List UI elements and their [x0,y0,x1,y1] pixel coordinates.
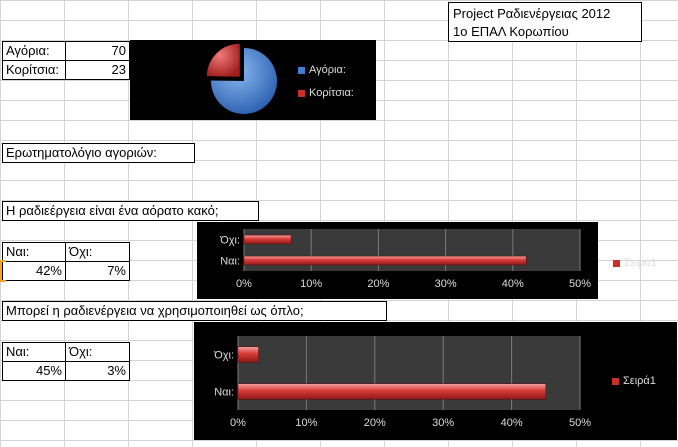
x-tick-label: 20% [367,278,389,290]
gender-pie-chart[interactable]: Αγόρια: Κορίτσια: [130,40,376,120]
x-tick-label: 50% [569,278,591,290]
q1-legend: Σειρά1 [613,257,657,269]
q1-no-label: Όχι: [69,244,93,259]
selected-cell-indicator [0,260,6,282]
q2-yes-label-cell[interactable]: Ναι: [2,342,66,362]
bar-yes[interactable] [237,383,547,400]
x-tick-label: 20% [364,417,386,429]
pie-plot [206,43,277,115]
q2-yes-label: Ναι: [6,344,30,359]
q2-yes-value: 45% [35,363,62,378]
girls-label-cell[interactable]: Κορίτσια: [2,60,66,80]
category-label: Όχι: [213,350,234,362]
q2-bar-chart[interactable]: 0% 10% 20% 30% 40% 50% Ναι: Όχι: Σειρά1 [194,322,677,440]
pie-legend-boys: Αγόρια: [298,64,346,76]
q1-no-label-cell[interactable]: Όχι: [65,242,130,262]
q2-bar-plot: 0% 10% 20% 30% 40% 50% Ναι: Όχι: [213,336,591,429]
project-title: Project Ραδιενέργειας 2012 [453,6,611,21]
pie-legend-girls: Κορίτσια: [298,87,354,99]
q1-bar-plot: 0% 10% 20% 30% 40% 50% Ναι: Όχι: [219,229,591,290]
section-title: Ερωτηματολόγιο αγοριών: [6,145,157,160]
legend-swatch-red-icon [612,377,619,385]
pie-legend-girls-label: Κορίτσια: [309,87,354,99]
x-tick-label: 30% [432,417,454,429]
x-tick-label: 50% [569,417,591,429]
boys-value-cell[interactable]: 70 [65,41,130,61]
girls-value: 23 [111,62,126,77]
pie-slice-girls[interactable] [206,43,240,77]
girls-value-cell[interactable]: 23 [65,60,130,80]
q2-question: Μπορεί η ραδιενέργεια να χρησιμοποιηθεί … [6,303,304,318]
boys-value: 70 [111,43,126,58]
q2-no-value: 3% [107,363,126,378]
bar-no[interactable] [237,346,259,363]
q1-no-value-cell[interactable]: 7% [65,261,130,281]
q2-legend-label: Σειρά1 [623,375,656,387]
q1-question: Η ραδιεέργεια είναι ένα αόρατο κακό; [6,203,219,218]
bar-no[interactable] [243,234,292,245]
x-tick-label: 0% [236,278,252,290]
q1-yes-label-cell[interactable]: Ναι: [2,242,66,262]
q2-question-cell[interactable]: Μπορεί η ραδιενέργεια να χρησιμοποιηθεί … [2,301,387,321]
x-tick-label: 30% [435,278,457,290]
x-tick-label: 10% [300,278,322,290]
x-tick-label: 40% [502,278,524,290]
pie-legend-boys-label: Αγόρια: [309,64,346,76]
category-label: Ναι: [214,387,234,399]
project-title-box[interactable]: Project Ραδιενέργειας 2012 1ο ΕΠΑΛ Κορωπ… [448,2,642,42]
section-title-cell[interactable]: Ερωτηματολόγιο αγοριών: [2,143,195,163]
legend-swatch-blue-icon [298,66,305,74]
q1-yes-value: 42% [35,263,62,278]
q2-legend: Σειρά1 [612,375,656,387]
x-tick-label: 40% [501,417,523,429]
boys-label: Αγόρια: [6,43,50,58]
q1-bar-chart[interactable]: 0% 10% 20% 30% 40% 50% Ναι: Όχι: Σειρά1 [197,222,657,299]
school-name: 1ο ΕΠΑΛ Κορωπίου [453,24,569,39]
q1-yes-label: Ναι: [6,244,30,259]
legend-swatch-red-icon [613,259,620,267]
q1-question-cell[interactable]: Η ραδιεέργεια είναι ένα αόρατο κακό; [2,201,259,221]
q2-no-value-cell[interactable]: 3% [65,361,130,381]
q1-no-value: 7% [107,263,126,278]
q1-yes-value-cell[interactable]: 42% [2,261,66,281]
girls-label: Κορίτσια: [6,62,60,77]
category-label: Όχι: [219,235,240,247]
q2-no-label-cell[interactable]: Όχι: [65,342,130,362]
x-tick-label: 10% [295,417,317,429]
q2-no-label: Όχι: [69,344,93,359]
x-tick-label: 0% [230,417,246,429]
q1-legend-label: Σειρά1 [624,257,657,269]
bar-yes[interactable] [243,255,527,266]
pie-slice-boys[interactable] [211,48,277,115]
category-label: Ναι: [220,256,240,268]
boys-label-cell[interactable]: Αγόρια: [2,41,66,61]
q2-yes-value-cell[interactable]: 45% [2,361,66,381]
legend-swatch-red-icon [298,89,305,97]
